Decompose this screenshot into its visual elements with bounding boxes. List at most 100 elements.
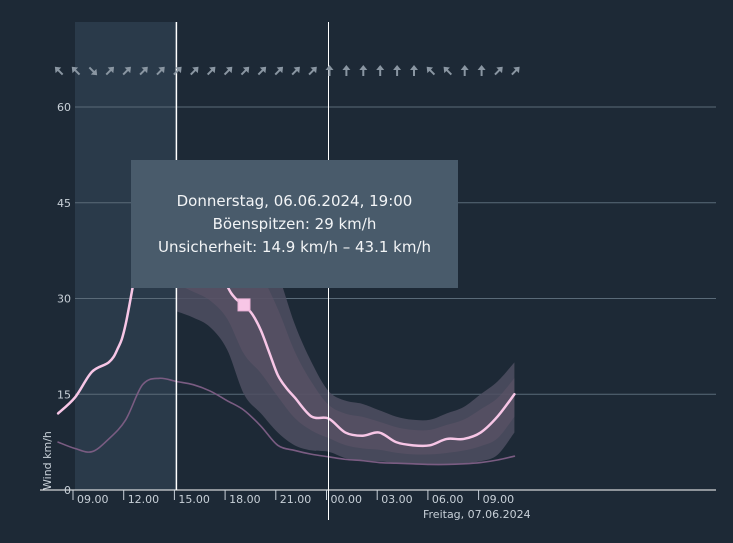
wind-arrow-head: [54, 66, 62, 74]
wind-arrow-icon: [494, 66, 503, 76]
wind-arrow-shaft: [73, 68, 81, 76]
wind-arrow-shaft: [156, 68, 163, 76]
wind-arrow-head: [276, 66, 284, 74]
wind-arrow-head: [192, 66, 199, 74]
tooltip-date: Donnerstag, 06.06.2024, 19:00: [176, 192, 413, 210]
tooltip: Donnerstag, 06.06.2024, 19:00 Böenspitze…: [131, 160, 458, 288]
x-tick-label: 06.00: [432, 493, 464, 506]
wind-arrow-head: [107, 66, 115, 74]
y-tick-label: 0: [64, 484, 71, 497]
wind-arrow-icon: [156, 66, 165, 76]
wind-arrow-icon: [376, 65, 385, 76]
wind-arrow-shaft: [105, 68, 112, 76]
x-tick-label: 21.00: [280, 493, 312, 506]
wind-arrow-icon: [511, 66, 520, 76]
tooltip-uncertainty: Unsicherheit: 14.9 km/h – 43.1 km/h: [157, 238, 432, 256]
wind-arrow-head: [71, 66, 79, 74]
series-line-1: [57, 377, 516, 466]
wind-arrow-shaft: [173, 68, 180, 76]
wind-arrow-icon: [443, 66, 453, 76]
wind-arrow-icon: [460, 65, 469, 76]
wind-arrow-icon: [257, 66, 267, 76]
x-tick-label: 03.00: [381, 493, 413, 506]
wind-arrow-head: [209, 66, 216, 74]
wind-arrow-icon: [105, 66, 115, 76]
wind-arrow-icon: [308, 66, 317, 76]
y-tick-label: 15: [57, 388, 71, 401]
wind-arrow-shaft: [122, 68, 129, 76]
wind-arrow-icon: [173, 66, 182, 76]
wind-arrow-icon: [274, 66, 284, 76]
wind-arrow-head: [310, 66, 317, 74]
wind-arrow-head: [175, 66, 182, 74]
wind-arrow-icon: [410, 65, 418, 76]
wind-arrow-shaft: [56, 68, 64, 76]
wind-arrow-head: [496, 66, 503, 74]
series-lines: [56, 167, 516, 466]
wind-arrow-icon: [190, 66, 199, 76]
wind-arrow-shaft: [274, 68, 281, 76]
y-tick-label: 60: [57, 101, 71, 114]
wind-arrow-head: [158, 66, 165, 74]
wind-arrow-head: [477, 65, 486, 70]
wind-arrow-icon: [88, 66, 98, 76]
wind-arrow-icon: [359, 65, 368, 76]
wind-arrow-head: [141, 66, 148, 74]
series-line-0: [56, 167, 516, 448]
hover-marker[interactable]: [237, 298, 251, 312]
wind-arrow-head: [376, 65, 385, 70]
wind-arrow-shaft: [240, 68, 248, 76]
wind-arrow-icon: [54, 66, 64, 76]
x-tick-label: 09.00: [483, 493, 514, 506]
wind-arrow-head: [443, 66, 450, 74]
wind-arrow-icon: [122, 66, 131, 76]
x-tick-label: 12.00: [128, 493, 160, 506]
y-axis-title: Wind km/h: [41, 431, 54, 490]
x-tick-label: 15.00: [178, 493, 210, 506]
wind-arrow-icon: [426, 66, 436, 76]
wind-arrow-icon: [325, 65, 334, 76]
wind-arrow-head: [359, 65, 368, 70]
wind-arrow-icon: [206, 66, 216, 76]
wind-arrow-icon: [240, 66, 250, 76]
wind-arrow-shaft: [291, 68, 298, 76]
wind-arrow-head: [259, 66, 267, 74]
wind-arrow-head: [410, 65, 418, 70]
wind-arrow-head: [293, 66, 300, 74]
wind-arrow-icon: [477, 65, 486, 76]
wind-arrow-shaft: [511, 68, 518, 76]
wind-arrow-head: [426, 66, 434, 74]
wind-arrow-head: [90, 68, 98, 76]
y-tick-label: 45: [57, 197, 71, 210]
wind-arrow-icon: [393, 65, 402, 76]
y-tick-labels: 0 15 30 45 60: [57, 101, 71, 497]
wind-arrow-head: [242, 66, 250, 74]
tooltip-gusts: Böenspitzen: 29 km/h: [212, 215, 377, 233]
wind-arrow-shaft: [257, 68, 265, 76]
wind-arrow-head: [393, 65, 402, 70]
wind-arrow-icon: [291, 66, 300, 76]
wind-arrow-icon: [342, 65, 351, 76]
date-label: Freitag, 07.06.2024: [423, 508, 531, 521]
x-tick-labels: 09.00 12.00 15.00 18.00 21.00 00.00 03.00 06.00…: [72, 490, 514, 506]
x-tick-label: 18.00: [229, 493, 261, 506]
wind-arrow-shaft: [139, 68, 146, 76]
wind-arrow-shaft: [223, 68, 231, 76]
wind-arrow-shaft: [308, 68, 315, 76]
wind-arrow-shaft: [428, 68, 436, 76]
x-tick-label: 09.00: [77, 493, 109, 506]
wind-arrow-shaft: [494, 68, 501, 76]
wind-arrow-icon: [223, 66, 233, 76]
wind-arrow-shaft: [190, 68, 197, 76]
wind-arrow-icon: [71, 66, 81, 76]
wind-arrow-shaft: [206, 68, 214, 76]
wind-arrow-head: [460, 65, 469, 70]
wind-direction-arrows: [54, 65, 520, 76]
wind-arrow-head: [325, 65, 334, 70]
wind-arrow-head: [513, 66, 520, 74]
y-tick-label: 30: [57, 293, 71, 306]
x-tick-label: 00.00: [331, 493, 363, 506]
wind-arrow-head: [124, 66, 131, 74]
wind-arrow-head: [342, 65, 351, 70]
wind-arrow-icon: [139, 66, 148, 76]
